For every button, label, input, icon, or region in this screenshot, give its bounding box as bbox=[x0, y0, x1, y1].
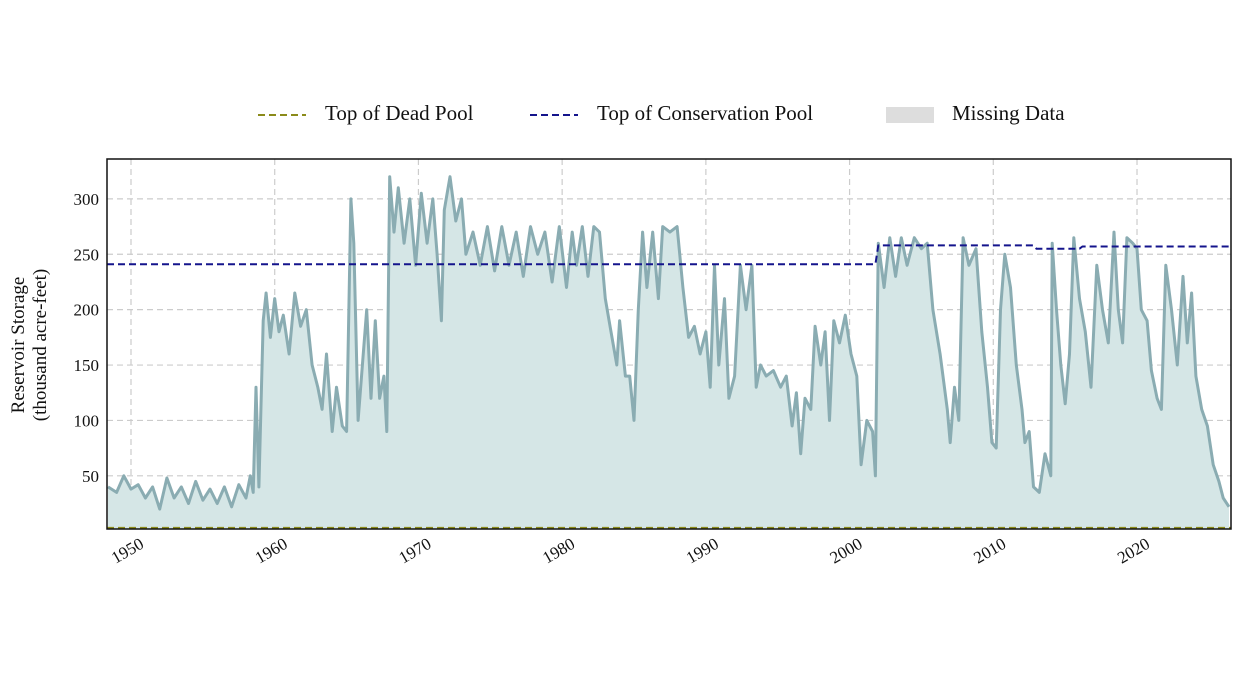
x-tick-label: 1950 bbox=[108, 534, 147, 567]
y-axis-label: Reservoir Storage (thousand acre-feet) bbox=[8, 269, 51, 421]
y-label-line: Reservoir Storage bbox=[8, 277, 29, 414]
x-tick-label: 1970 bbox=[395, 534, 434, 567]
legend-label: Missing Data bbox=[952, 101, 1065, 125]
y-tick-label: 300 bbox=[74, 190, 100, 209]
y-tick-label: 100 bbox=[74, 411, 100, 430]
plot-frame bbox=[106, 158, 1232, 530]
y-label-line: (thousand acre-feet) bbox=[30, 269, 51, 421]
x-tick-label: 1980 bbox=[539, 534, 578, 567]
legend-label: Top of Dead Pool bbox=[325, 101, 474, 125]
pool-line bbox=[107, 244, 1231, 266]
x-tick-label: 2000 bbox=[827, 534, 866, 567]
x-tick-label: 2010 bbox=[970, 534, 1009, 567]
y-tick-label: 50 bbox=[82, 467, 99, 486]
y-tick-label: 200 bbox=[74, 301, 100, 320]
y-tick-label: 150 bbox=[74, 356, 100, 375]
x-tick-label: 2020 bbox=[1114, 534, 1153, 567]
storage-line bbox=[107, 175, 1231, 511]
y-tick-label: 250 bbox=[74, 245, 100, 264]
legend-swatch bbox=[886, 107, 934, 123]
x-tick-label: 1960 bbox=[252, 534, 291, 567]
x-tick-label: 1990 bbox=[683, 534, 722, 567]
legend-label: Top of Conservation Pool bbox=[597, 101, 813, 125]
